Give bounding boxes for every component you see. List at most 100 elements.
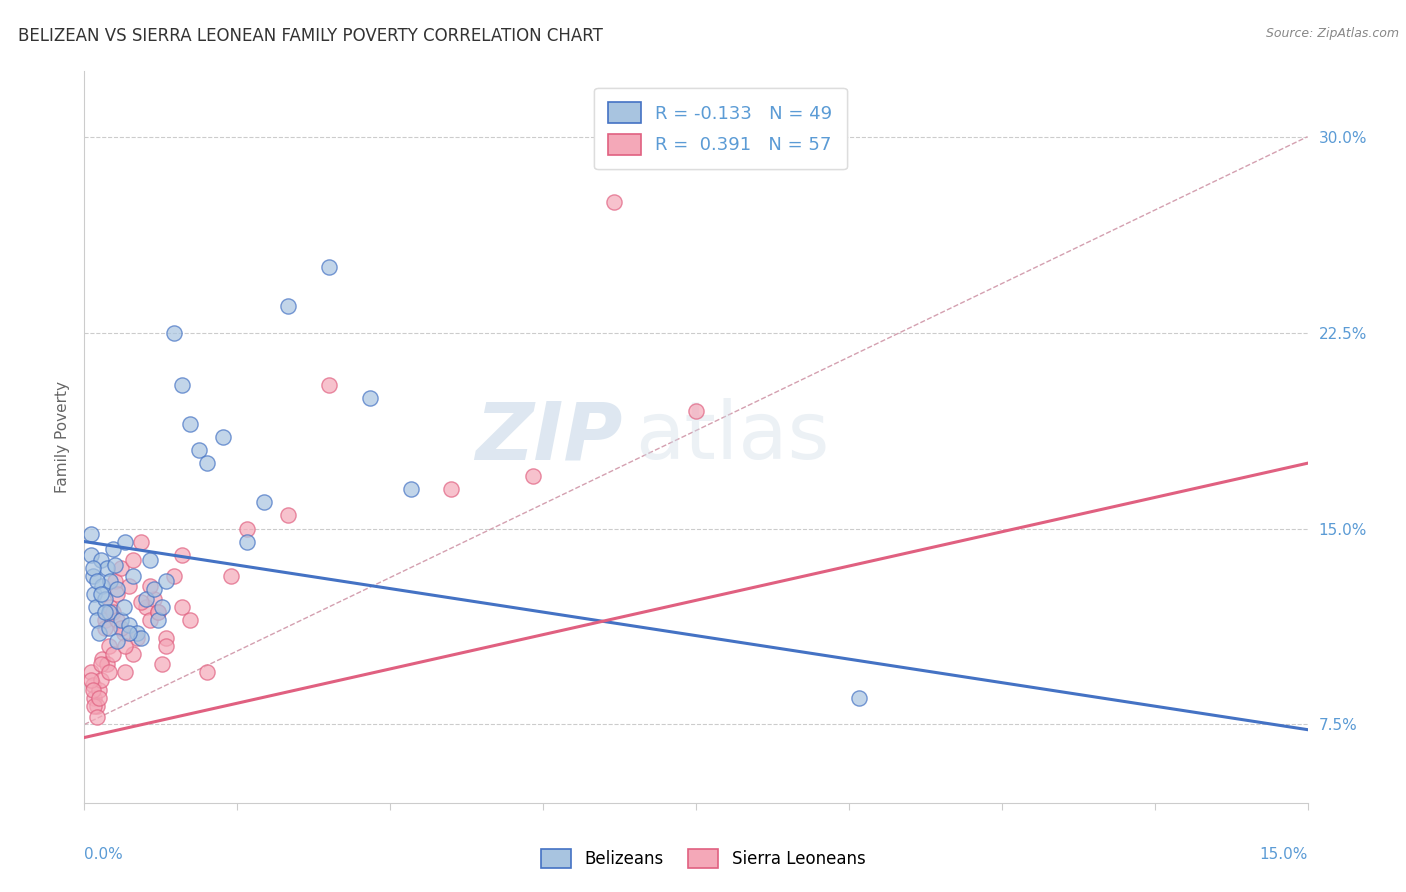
Point — [90, 553, 112, 567]
Text: Source: ZipAtlas.com: Source: ZipAtlas.com — [1265, 27, 1399, 40]
Text: 15.0%: 15.0% — [1260, 847, 1308, 862]
Point — [172, 599, 194, 614]
Point — [86, 613, 108, 627]
Point — [127, 632, 149, 646]
Point — [93, 592, 115, 607]
Point — [101, 647, 124, 661]
Point — [91, 579, 114, 593]
Point — [131, 534, 153, 549]
Point — [685, 404, 707, 418]
Point — [114, 665, 136, 680]
Point — [522, 469, 544, 483]
Point — [179, 613, 201, 627]
Point — [172, 377, 194, 392]
Point — [93, 621, 115, 635]
Point — [112, 599, 135, 614]
Point — [122, 647, 145, 661]
Point — [101, 542, 124, 557]
Point — [236, 521, 259, 535]
Point — [114, 639, 136, 653]
Point — [150, 599, 173, 614]
Point — [97, 605, 120, 619]
Legend: R = -0.133   N = 49, R =  0.391   N = 57: R = -0.133 N = 49, R = 0.391 N = 57 — [593, 87, 846, 169]
Point — [105, 633, 128, 648]
Point — [131, 632, 153, 646]
Point — [163, 568, 186, 582]
Point — [603, 194, 626, 209]
Point — [84, 599, 107, 614]
Point — [399, 483, 422, 497]
Point — [86, 574, 108, 588]
Point — [127, 626, 149, 640]
Point — [100, 599, 122, 614]
Point — [195, 456, 218, 470]
Point — [112, 626, 135, 640]
Point — [96, 657, 118, 672]
Point — [118, 618, 141, 632]
Point — [105, 587, 128, 601]
Point — [104, 558, 127, 573]
Point — [155, 639, 177, 653]
Point — [122, 568, 145, 582]
Point — [110, 560, 132, 574]
Point — [82, 678, 104, 692]
Point — [195, 665, 218, 680]
Point — [135, 592, 157, 607]
Point — [440, 483, 463, 497]
Point — [277, 508, 299, 523]
Point — [142, 592, 165, 607]
Point — [83, 691, 105, 706]
Point — [105, 582, 128, 596]
Point — [100, 574, 122, 588]
Point — [138, 613, 160, 627]
Point — [318, 377, 340, 392]
Text: ZIP: ZIP — [475, 398, 623, 476]
Point — [253, 495, 276, 509]
Point — [82, 683, 104, 698]
Point — [87, 683, 110, 698]
Point — [359, 391, 381, 405]
Point — [131, 594, 153, 608]
Point — [172, 548, 194, 562]
Point — [146, 613, 169, 627]
Point — [91, 652, 114, 666]
Point — [150, 657, 173, 672]
Point — [118, 579, 141, 593]
Point — [80, 665, 103, 680]
Point — [187, 443, 209, 458]
Point — [82, 560, 104, 574]
Point — [87, 691, 110, 706]
Point — [277, 300, 299, 314]
Point — [212, 430, 235, 444]
Point — [118, 626, 141, 640]
Point — [146, 605, 169, 619]
Point — [163, 326, 186, 340]
Point — [122, 553, 145, 567]
Point — [83, 699, 105, 714]
Point — [82, 568, 104, 582]
Point — [114, 534, 136, 549]
Point — [138, 553, 160, 567]
Point — [179, 417, 201, 431]
Point — [155, 574, 177, 588]
Point — [110, 621, 132, 635]
Point — [146, 605, 169, 619]
Point — [105, 613, 128, 627]
Point — [86, 709, 108, 723]
Point — [155, 632, 177, 646]
Point — [219, 568, 242, 582]
Point — [135, 599, 157, 614]
Point — [848, 691, 870, 706]
Point — [90, 587, 112, 601]
Point — [86, 699, 108, 714]
Point — [101, 605, 124, 619]
Point — [138, 579, 160, 593]
Point — [80, 548, 103, 562]
Point — [80, 673, 103, 687]
Point — [80, 526, 103, 541]
Point — [90, 673, 112, 687]
Point — [83, 587, 105, 601]
Text: atlas: atlas — [636, 398, 830, 476]
Point — [96, 560, 118, 574]
Point — [236, 534, 259, 549]
